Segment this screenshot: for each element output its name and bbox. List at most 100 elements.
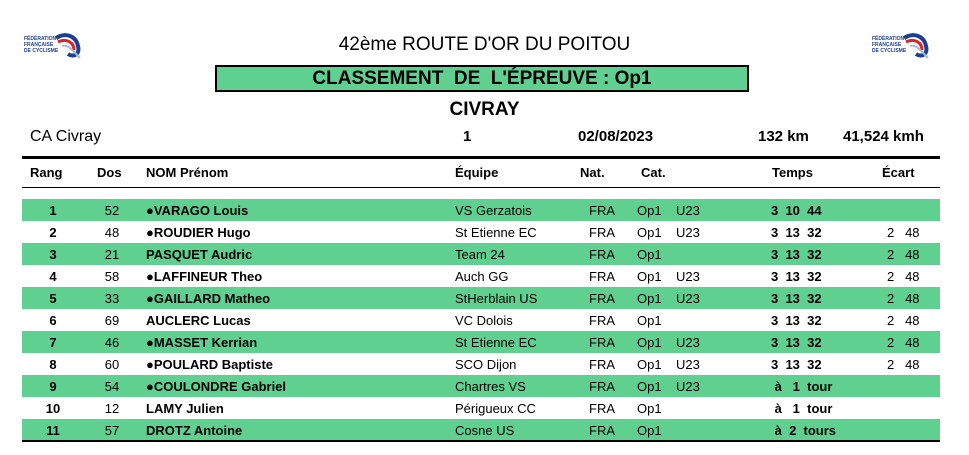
cell-time: 3 13 32 <box>771 247 822 262</box>
cell-time: 3 13 32 <box>771 357 822 372</box>
cell-rank: 1 <box>49 203 57 218</box>
table-row: 3 21 PASQUET Audric Team 24 FRA Op1 3 13… <box>22 243 940 265</box>
cell-rank: 11 <box>46 423 60 438</box>
col-rank: Rang <box>30 165 63 180</box>
cell-rank: 10 <box>45 401 61 416</box>
cell-rank: 4 <box>49 269 57 284</box>
logo-line-2: FRANÇAISE <box>24 42 54 48</box>
cell-cat: Op1 <box>637 357 662 372</box>
cell-dos: 33 <box>104 291 120 306</box>
cell-name: AUCLERC Lucas <box>146 313 251 328</box>
cell-gap: 2 48 <box>887 313 920 328</box>
cell-u23: U23 <box>676 203 700 218</box>
logo-line-1: FÉDÉRATION <box>24 34 57 42</box>
cell-cat: Op1 <box>637 335 662 350</box>
cell-nat: FRA <box>589 203 615 218</box>
table-row: 1 52 ●VARAGO Louis VS Gerzatois FRA Op1 … <box>22 199 940 221</box>
cell-name: PASQUET Audric <box>146 247 253 262</box>
race-distance: 132 km <box>758 128 809 145</box>
table-row: 6 69 AUCLERC Lucas VC Dolois FRA Op1 3 1… <box>22 309 940 331</box>
race-date: 02/08/2023 <box>578 128 654 145</box>
cell-time: 3 10 44 <box>771 203 822 218</box>
average-speed: 41,524 kmh <box>843 128 924 145</box>
cell-nat: FRA <box>589 313 615 328</box>
cell-cat: Op1 <box>637 203 662 218</box>
cell-name: DROTZ Antoine <box>146 423 243 438</box>
cell-cat: Op1 <box>637 423 662 438</box>
table-row: 11 57 DROTZ Antoine Cosne US FRA Op1 à 2… <box>22 419 940 441</box>
cell-nat: FRA <box>589 401 615 416</box>
cell-rank: 5 <box>49 291 57 306</box>
cell-dos: 21 <box>104 247 120 262</box>
cell-gap: 2 48 <box>887 269 920 284</box>
cell-time: à 1 tour <box>771 401 833 416</box>
cell-cat: Op1 <box>637 269 662 284</box>
cell-dos: 46 <box>104 335 120 350</box>
race-edition: 42ème <box>338 34 397 55</box>
cell-name: LAMY Julien <box>146 401 224 416</box>
cell-dos: 48 <box>104 225 120 240</box>
cell-cat: Op1 <box>637 225 662 240</box>
ffc-logo-left: FÉDÉRATION FRANÇAISE DE CYCLISME <box>22 32 84 66</box>
cell-time: 3 13 32 <box>771 291 822 306</box>
cell-name: ●GAILLARD Matheo <box>146 291 271 306</box>
race-name: ROUTE D'OR DU POITOU <box>402 34 631 55</box>
cell-name: ●ROUDIER Hugo <box>146 225 251 240</box>
cell-rank: 6 <box>49 313 57 328</box>
cell-u23: U23 <box>676 225 700 240</box>
cell-time: 3 13 32 <box>771 269 822 284</box>
cell-team: VS Gerzatois <box>455 203 532 218</box>
logo-line-1: FÉDÉRATION <box>872 34 905 42</box>
cell-rank: 9 <box>49 379 57 394</box>
cell-nat: FRA <box>589 225 615 240</box>
results-table: 1 52 ●VARAGO Louis VS Gerzatois FRA Op1 … <box>22 199 940 441</box>
table-header: Rang Dos NOM Prénom Équipe Nat. Cat. Tem… <box>0 165 969 183</box>
cell-team: StHerblain US <box>455 291 538 306</box>
logo-line-3: DE CYCLISME <box>872 48 907 54</box>
cell-rank: 8 <box>49 357 57 372</box>
cell-time: à 2 tours <box>771 423 837 438</box>
cell-team: VC Dolois <box>455 313 513 328</box>
cell-u23: U23 <box>676 335 700 350</box>
cell-rank: 2 <box>49 225 57 240</box>
table-row: 8 60 ●POULARD Baptiste SCO Dijon FRA Op1… <box>22 353 940 375</box>
cell-gap: 2 48 <box>887 225 920 240</box>
cell-name: ●POULARD Baptiste <box>146 357 274 372</box>
cell-team: SCO Dijon <box>455 357 517 372</box>
cell-time: 3 13 32 <box>771 313 822 328</box>
cell-gap: 2 48 <box>887 291 920 306</box>
header-top-rule <box>22 156 940 159</box>
table-row: 5 33 ●GAILLARD Matheo StHerblain US FRA … <box>22 287 940 309</box>
col-team: Équipe <box>455 165 499 180</box>
table-row: 9 54 ●COULONDRE Gabriel Chartres VS FRA … <box>22 375 940 397</box>
cell-name: ●COULONDRE Gabriel <box>146 379 287 394</box>
cell-team: Périgueux CC <box>455 401 536 416</box>
cell-team: St Etienne EC <box>455 335 537 350</box>
ffc-logo-icon: FÉDÉRATION FRANÇAISE DE CYCLISME <box>24 33 81 59</box>
race-title: 42ème ROUTE D'OR DU POITOU <box>0 34 969 56</box>
cell-cat: Op1 <box>637 313 662 328</box>
cell-name: ●VARAGO Louis <box>146 203 249 218</box>
cell-time: 3 13 32 <box>771 225 822 240</box>
cell-time: 3 13 32 <box>771 335 822 350</box>
col-gap: Écart <box>882 165 915 180</box>
cell-u23: U23 <box>676 269 700 284</box>
col-name: NOM Prénom <box>146 165 229 180</box>
cell-nat: FRA <box>589 291 615 306</box>
cell-nat: FRA <box>589 269 615 284</box>
stage-city: CIVRAY <box>449 99 520 120</box>
table-row: 4 58 ●LAFFINEUR Theo Auch GG FRA Op1 U23… <box>22 265 940 287</box>
stage-number: 1 <box>463 128 472 145</box>
cell-nat: FRA <box>589 335 615 350</box>
cell-u23: U23 <box>676 291 700 306</box>
ranking-title: CLASSEMENT DE L'ÉPREUVE : Op1 <box>312 68 652 89</box>
cell-gap: 2 48 <box>887 247 920 262</box>
col-cat: Cat. <box>641 165 666 180</box>
cell-team: Chartres VS <box>455 379 526 394</box>
cell-dos: 58 <box>104 269 120 284</box>
table-row: 10 12 LAMY Julien Périgueux CC FRA Op1 à… <box>22 397 940 419</box>
logo-line-2: FRANÇAISE <box>872 42 902 48</box>
cell-gap: 2 48 <box>887 335 920 350</box>
cell-name: ●LAFFINEUR Theo <box>146 269 263 284</box>
cell-u23: U23 <box>676 379 700 394</box>
